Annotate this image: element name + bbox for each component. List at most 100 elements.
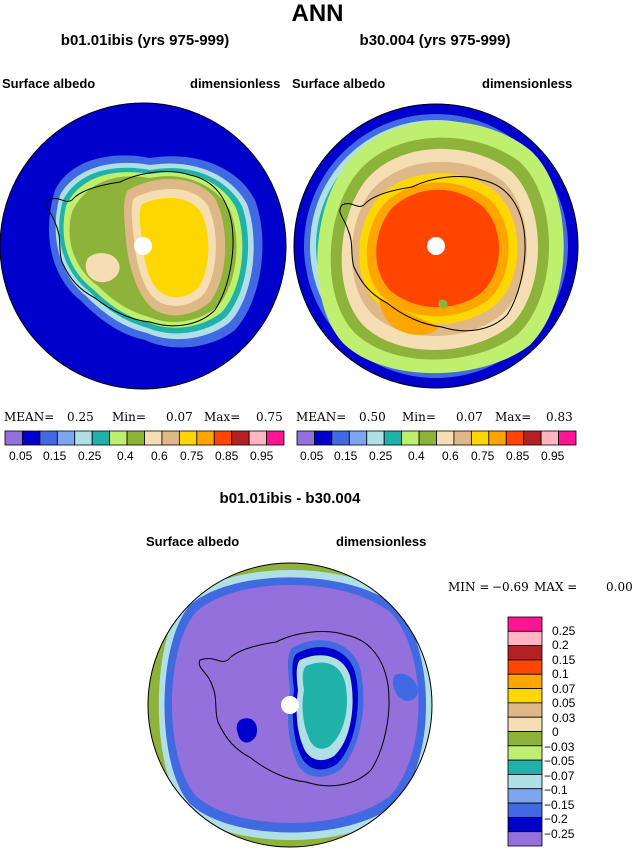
left-colorbar-label: 0.25 xyxy=(78,449,102,463)
left-colorbar-swatch xyxy=(126,430,145,446)
diff-colorbar-swatch xyxy=(507,688,543,704)
diff-colorbar-label: −0.25 xyxy=(544,827,575,841)
left-colorbar-swatch xyxy=(91,430,111,446)
left-colorbar-swatch xyxy=(178,430,198,446)
right-colorbar-label: 0.4 xyxy=(408,449,425,463)
left-colorbar-swatch xyxy=(109,430,128,446)
right-colorbar-label: 0.95 xyxy=(541,449,565,463)
diff-colorbar-label: −0.07 xyxy=(544,769,575,783)
right-colorbar-swatch xyxy=(540,430,559,446)
diff-colorbar-swatch xyxy=(507,630,543,647)
diff-min-label: MIN = xyxy=(448,580,490,594)
left-colorbar-label: 0.05 xyxy=(9,449,33,463)
left-colorbar-swatch xyxy=(248,430,267,446)
left-max-value: 0.75 xyxy=(256,410,283,424)
left-colorbar-swatch xyxy=(196,430,215,446)
right-colorbar-label: 0.85 xyxy=(506,449,530,463)
right-colorbar-swatch xyxy=(523,430,542,446)
left-colorbar-swatch xyxy=(4,430,23,446)
left-min-value: 0.07 xyxy=(166,410,193,424)
diff-colorbar-swatch xyxy=(507,673,543,689)
right-colorbar-swatch xyxy=(366,430,385,446)
left-panel-units: dimensionless xyxy=(190,76,281,91)
diff-panel-title: b01.01ibis - b30.004 xyxy=(219,490,361,507)
diff-colorbar-label: −0.2 xyxy=(544,812,568,826)
left-colorbar-swatch xyxy=(39,430,58,446)
right-colorbar-swatch xyxy=(296,430,315,446)
diff-min-value: −0.69 xyxy=(492,580,529,594)
right-colorbar-swatch xyxy=(348,430,368,446)
right-colorbar-swatch xyxy=(558,430,577,446)
diff-colorbar-swatch xyxy=(507,731,543,747)
diff-colorbar-label: 0.2 xyxy=(552,638,569,652)
diff-colorbar-swatch xyxy=(507,702,543,718)
right-colorbar-swatch xyxy=(314,430,333,446)
diff-colorbar-label: 0.1 xyxy=(552,667,569,681)
diff-colorbar-label: −0.03 xyxy=(544,740,575,754)
diff-panel-variable: Surface albedo xyxy=(146,534,240,549)
left-colorbar-swatch xyxy=(22,430,41,446)
left-colorbar-label: 0.15 xyxy=(43,449,67,463)
diff-colorbar xyxy=(507,616,543,847)
right-panel-case-title: b30.004 (yrs 975-999) xyxy=(359,32,511,49)
left-mean-value: 0.25 xyxy=(67,410,94,424)
left-colorbar-label: 0.95 xyxy=(250,449,274,463)
right-colorbar-label: 0.15 xyxy=(334,449,358,463)
diff-colorbar-swatch xyxy=(507,645,543,661)
right-panel-units: dimensionless xyxy=(482,76,573,91)
diff-colorbar-swatch xyxy=(507,759,543,775)
diff-colorbar-swatch xyxy=(507,816,543,833)
left-colorbar-swatch xyxy=(144,430,163,446)
right-colorbar-label: 0.25 xyxy=(369,449,393,463)
left-colorbar xyxy=(4,430,285,446)
diff-colorbar-label: 0.07 xyxy=(552,682,576,696)
diff-colorbar-label: 0 xyxy=(552,725,559,739)
diff-colorbar-label: 0.15 xyxy=(552,653,576,667)
diff-colorbar-label: −0.05 xyxy=(544,754,575,768)
left-min-label: Min= xyxy=(112,410,146,424)
right-min-value: 0.07 xyxy=(456,410,483,424)
right-max-label: Max= xyxy=(495,410,532,424)
right-colorbar-swatch xyxy=(401,430,420,446)
right-colorbar-label: 0.75 xyxy=(471,449,495,463)
right-polar-map xyxy=(294,104,578,388)
diff-colorbar-swatch xyxy=(507,745,543,761)
left-colorbar-swatch xyxy=(74,430,93,446)
left-colorbar-label: 0.75 xyxy=(180,449,204,463)
right-mean-label: MEAN= xyxy=(296,410,347,424)
right-colorbar-label: 0.6 xyxy=(442,449,459,463)
diff-colorbar-labels: 0.25 0.2 0.15 0.1 0.07 0.05 0.03 0 −0.03… xyxy=(544,624,626,844)
left-mean-label: MEAN= xyxy=(4,410,55,424)
diff-colorbar-label: −0.15 xyxy=(544,798,575,812)
left-colorbar-swatch xyxy=(266,430,285,446)
diff-colorbar-label: 0.05 xyxy=(552,696,576,710)
left-colorbar-swatch xyxy=(161,430,180,446)
left-colorbar-label: 0.4 xyxy=(117,449,134,463)
right-colorbar-swatch xyxy=(418,430,437,446)
right-panel-variable: Surface albedo xyxy=(292,76,386,91)
right-colorbar-labels: 0.05 0.15 0.25 0.4 0.6 0.75 0.85 0.95 xyxy=(292,449,582,465)
diff-colorbar-swatch xyxy=(507,788,543,804)
right-colorbar-swatch xyxy=(383,430,403,446)
left-max-label: Max= xyxy=(204,410,241,424)
left-colorbar-label: 0.6 xyxy=(151,449,168,463)
diff-colorbar-swatch xyxy=(507,716,543,732)
left-colorbar-labels: 0.05 0.15 0.25 0.4 0.6 0.75 0.85 0.95 xyxy=(0,449,290,465)
left-colorbar-label: 0.85 xyxy=(215,449,239,463)
diff-polar-map xyxy=(148,563,432,847)
right-colorbar-swatch xyxy=(488,430,507,446)
right-colorbar-swatch xyxy=(470,430,490,446)
diff-colorbar-label: −0.1 xyxy=(544,783,568,797)
diff-colorbar-swatch xyxy=(507,802,543,818)
right-colorbar-swatch xyxy=(453,430,472,446)
right-colorbar-label: 0.05 xyxy=(300,449,324,463)
left-panel-variable: Surface albedo xyxy=(2,76,96,91)
right-mean-value: 0.50 xyxy=(359,410,386,424)
diff-colorbar-swatch xyxy=(507,616,543,632)
left-colorbar-swatch xyxy=(231,430,250,446)
diff-colorbar-swatch xyxy=(507,831,543,847)
diff-colorbar-label: 0.03 xyxy=(552,711,576,725)
diff-colorbar-swatch xyxy=(507,774,543,790)
right-colorbar xyxy=(296,430,577,446)
